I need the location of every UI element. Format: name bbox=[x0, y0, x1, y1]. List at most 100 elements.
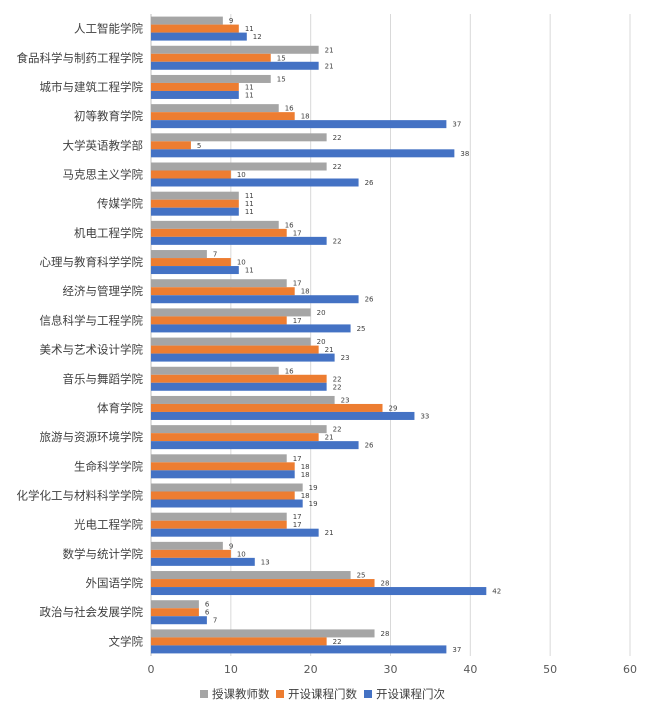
data-label: 6 bbox=[205, 609, 210, 617]
bar-teachers bbox=[151, 425, 327, 434]
data-label: 22 bbox=[333, 163, 342, 171]
data-label: 18 bbox=[301, 492, 310, 500]
data-label: 6 bbox=[205, 601, 210, 609]
data-label: 5 bbox=[197, 142, 201, 150]
data-label: 26 bbox=[365, 179, 374, 187]
bar-teachers bbox=[151, 366, 279, 375]
data-label: 18 bbox=[301, 471, 310, 479]
bar-course-sessions bbox=[151, 120, 447, 129]
data-label: 17 bbox=[293, 229, 302, 237]
legend-label: 开设课程门数 bbox=[288, 687, 357, 701]
bar-course-sessions bbox=[151, 645, 447, 654]
data-label: 37 bbox=[452, 646, 461, 654]
data-label: 21 bbox=[325, 434, 334, 442]
x-tick-label: 10 bbox=[224, 663, 238, 676]
bar-courses bbox=[151, 316, 287, 325]
bar-course-sessions bbox=[151, 266, 239, 275]
bar-courses bbox=[151, 579, 375, 588]
x-tick-label: 0 bbox=[148, 663, 155, 676]
data-label: 21 bbox=[325, 46, 334, 54]
category-labels: 人工智能学院食品科学与制药工程学院城市与建筑工程学院初等教育学院大学英语教学部马… bbox=[17, 22, 144, 649]
x-tick-label: 30 bbox=[384, 663, 398, 676]
bar-course-sessions bbox=[151, 587, 487, 596]
data-label: 11 bbox=[245, 83, 254, 91]
bar-teachers bbox=[151, 483, 303, 492]
bar-course-sessions bbox=[151, 61, 319, 70]
category-label: 数学与统计学院 bbox=[63, 547, 144, 561]
category-label: 生命科学学院 bbox=[74, 459, 143, 473]
bar-teachers bbox=[151, 571, 351, 580]
bar-course-sessions bbox=[151, 90, 239, 99]
bar-teachers bbox=[151, 133, 327, 142]
legend-swatch bbox=[276, 690, 284, 698]
bar-courses bbox=[151, 53, 271, 62]
data-label: 18 bbox=[301, 288, 310, 296]
category-label: 化学化工与材料科学学院 bbox=[17, 489, 144, 503]
data-label: 25 bbox=[357, 325, 366, 333]
bar-course-sessions bbox=[151, 528, 319, 537]
bar-teachers bbox=[151, 629, 375, 638]
category-label: 外国语学院 bbox=[86, 576, 144, 590]
data-label: 17 bbox=[293, 280, 302, 288]
bar-courses bbox=[151, 258, 231, 267]
data-label: 15 bbox=[277, 54, 286, 62]
data-label: 7 bbox=[213, 617, 217, 625]
bar-teachers bbox=[151, 162, 327, 171]
data-label: 13 bbox=[261, 558, 270, 566]
bar-teachers bbox=[151, 279, 287, 288]
data-label: 10 bbox=[237, 171, 246, 179]
category-label: 光电工程学院 bbox=[74, 518, 143, 532]
data-label: 22 bbox=[333, 134, 342, 142]
x-tick-label: 20 bbox=[304, 663, 318, 676]
category-label: 大学英语教学部 bbox=[63, 138, 144, 152]
category-label: 文学院 bbox=[109, 634, 144, 648]
bar-courses bbox=[151, 112, 295, 121]
data-label: 23 bbox=[341, 396, 350, 404]
data-label: 28 bbox=[381, 580, 390, 588]
data-label: 38 bbox=[460, 150, 469, 158]
x-tick-label: 40 bbox=[463, 663, 477, 676]
data-label: 20 bbox=[317, 309, 326, 317]
data-label: 17 bbox=[293, 455, 302, 463]
data-label: 28 bbox=[381, 630, 390, 638]
category-label: 美术与艺术设计学院 bbox=[40, 343, 144, 357]
bar-course-sessions bbox=[151, 32, 247, 41]
data-label: 21 bbox=[325, 529, 334, 537]
bar-teachers bbox=[151, 600, 199, 609]
data-label: 37 bbox=[452, 121, 461, 129]
bar-course-sessions bbox=[151, 557, 255, 566]
bar-courses bbox=[151, 491, 295, 500]
data-label: 17 bbox=[293, 513, 302, 521]
bar-course-sessions bbox=[151, 324, 351, 333]
bar-teachers bbox=[151, 454, 287, 463]
bar-course-sessions bbox=[151, 236, 327, 245]
category-label: 旅游与资源环境学院 bbox=[40, 430, 144, 444]
data-label: 11 bbox=[245, 25, 254, 33]
bar-course-sessions bbox=[151, 295, 359, 304]
category-label: 体育学院 bbox=[97, 401, 143, 415]
data-label: 21 bbox=[325, 62, 334, 70]
data-label: 22 bbox=[333, 638, 342, 646]
data-label: 22 bbox=[333, 375, 342, 383]
category-label: 政治与社会发展学院 bbox=[40, 605, 144, 619]
bar-teachers bbox=[151, 541, 223, 550]
data-label: 20 bbox=[317, 338, 326, 346]
data-label: 42 bbox=[492, 588, 501, 596]
data-label: 33 bbox=[420, 412, 429, 420]
category-label: 经济与管理学院 bbox=[63, 284, 144, 298]
data-label: 11 bbox=[245, 200, 254, 208]
data-label: 12 bbox=[253, 33, 262, 41]
category-label: 传媒学院 bbox=[97, 197, 143, 211]
bar-teachers bbox=[151, 220, 279, 229]
legend-label: 开设课程门次 bbox=[376, 687, 445, 701]
category-label: 音乐与舞蹈学院 bbox=[63, 372, 144, 386]
bar-courses bbox=[151, 520, 287, 529]
category-label: 马克思主义学院 bbox=[63, 168, 144, 182]
data-label: 9 bbox=[229, 542, 233, 550]
bar-course-sessions bbox=[151, 207, 239, 216]
bars: 9211516222211167172020162322171917925628… bbox=[151, 16, 501, 654]
data-label: 11 bbox=[245, 91, 254, 99]
data-label: 19 bbox=[309, 484, 318, 492]
bar-course-sessions bbox=[151, 382, 327, 391]
